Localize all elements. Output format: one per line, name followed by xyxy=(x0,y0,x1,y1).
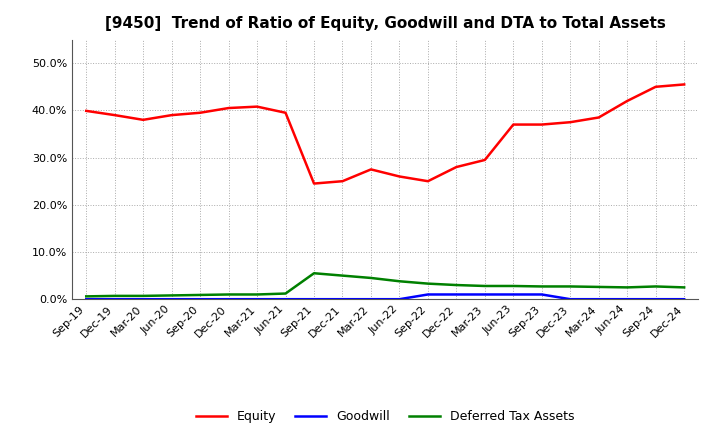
Goodwill xyxy=(366,297,375,302)
Goodwill xyxy=(225,297,233,302)
Equity xyxy=(139,117,148,122)
Deferred Tax Assets xyxy=(480,283,489,289)
Equity xyxy=(452,165,461,170)
Deferred Tax Assets xyxy=(509,283,518,289)
Deferred Tax Assets xyxy=(253,292,261,297)
Deferred Tax Assets xyxy=(167,293,176,298)
Equity xyxy=(566,120,575,125)
Deferred Tax Assets xyxy=(225,292,233,297)
Title: [9450]  Trend of Ratio of Equity, Goodwill and DTA to Total Assets: [9450] Trend of Ratio of Equity, Goodwil… xyxy=(105,16,665,32)
Goodwill xyxy=(509,292,518,297)
Goodwill xyxy=(282,297,290,302)
Goodwill xyxy=(82,297,91,302)
Goodwill xyxy=(196,297,204,302)
Goodwill xyxy=(652,297,660,302)
Deferred Tax Assets xyxy=(595,284,603,290)
Deferred Tax Assets xyxy=(537,284,546,289)
Goodwill xyxy=(253,297,261,302)
Deferred Tax Assets xyxy=(566,284,575,289)
Deferred Tax Assets xyxy=(680,285,688,290)
Equity xyxy=(509,122,518,127)
Goodwill xyxy=(423,292,432,297)
Equity xyxy=(680,82,688,87)
Deferred Tax Assets xyxy=(110,293,119,298)
Goodwill xyxy=(623,297,631,302)
Deferred Tax Assets xyxy=(652,284,660,289)
Deferred Tax Assets xyxy=(623,285,631,290)
Equity xyxy=(82,108,91,114)
Goodwill xyxy=(566,297,575,302)
Goodwill xyxy=(595,297,603,302)
Equity xyxy=(167,113,176,118)
Equity xyxy=(225,106,233,111)
Goodwill xyxy=(110,297,119,302)
Equity xyxy=(652,84,660,89)
Deferred Tax Assets xyxy=(366,275,375,281)
Equity xyxy=(196,110,204,115)
Line: Goodwill: Goodwill xyxy=(86,294,684,299)
Deferred Tax Assets xyxy=(196,292,204,297)
Equity xyxy=(338,179,347,184)
Equity xyxy=(310,181,318,186)
Equity xyxy=(623,98,631,103)
Equity xyxy=(395,174,404,179)
Goodwill xyxy=(452,292,461,297)
Equity xyxy=(282,110,290,115)
Equity xyxy=(253,104,261,109)
Equity xyxy=(110,113,119,118)
Goodwill xyxy=(395,297,404,302)
Deferred Tax Assets xyxy=(338,273,347,278)
Equity xyxy=(423,179,432,184)
Equity xyxy=(480,158,489,163)
Deferred Tax Assets xyxy=(395,279,404,284)
Goodwill xyxy=(338,297,347,302)
Deferred Tax Assets xyxy=(452,282,461,288)
Equity xyxy=(595,115,603,120)
Deferred Tax Assets xyxy=(423,281,432,286)
Deferred Tax Assets xyxy=(282,291,290,296)
Goodwill xyxy=(480,292,489,297)
Equity xyxy=(537,122,546,127)
Deferred Tax Assets xyxy=(82,294,91,299)
Goodwill xyxy=(139,297,148,302)
Legend: Equity, Goodwill, Deferred Tax Assets: Equity, Goodwill, Deferred Tax Assets xyxy=(191,405,580,428)
Deferred Tax Assets xyxy=(139,293,148,298)
Goodwill xyxy=(680,297,688,302)
Goodwill xyxy=(167,297,176,302)
Line: Equity: Equity xyxy=(86,84,684,183)
Goodwill xyxy=(537,292,546,297)
Goodwill xyxy=(310,297,318,302)
Deferred Tax Assets xyxy=(310,271,318,276)
Equity xyxy=(366,167,375,172)
Line: Deferred Tax Assets: Deferred Tax Assets xyxy=(86,273,684,297)
